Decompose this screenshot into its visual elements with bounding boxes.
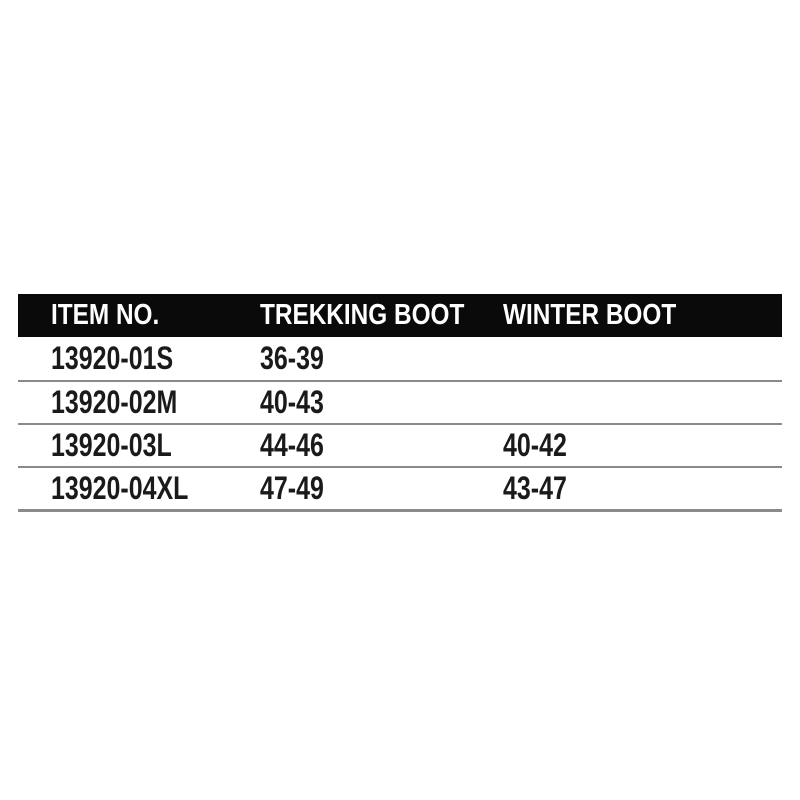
trekking-boot-value: 44-46: [260, 427, 324, 463]
trekking-boot-value: 36-39: [260, 340, 324, 376]
table-row: 13920-01S 36-39: [18, 337, 782, 382]
table-header-row: ITEM NO. TREKKING BOOT WINTER BOOT: [18, 294, 782, 337]
cell-trekking-boot: 36-39: [260, 340, 503, 377]
header-label-item-no: ITEM NO.: [51, 299, 160, 331]
size-chart-table: ITEM NO. TREKKING BOOT WINTER BOOT 13920…: [18, 294, 782, 512]
cell-winter-boot: 40-42: [503, 427, 782, 464]
header-label-trekking-boot: TREKKING BOOT: [260, 299, 465, 331]
cell-item-no: 13920-03L: [18, 427, 260, 464]
cell-winter-boot: 43-47: [503, 470, 782, 507]
header-label-winter-boot: WINTER BOOT: [503, 299, 677, 331]
cell-trekking-boot: 47-49: [260, 470, 503, 507]
header-cell-item-no: ITEM NO.: [18, 299, 260, 332]
cell-winter-boot: [503, 384, 782, 421]
item-no-value: 13920-04XL: [51, 470, 189, 506]
item-no-value: 13920-02M: [51, 384, 178, 420]
cell-item-no: 13920-04XL: [18, 470, 260, 507]
table-row: 13920-02M 40-43: [18, 382, 782, 425]
cell-trekking-boot: 40-43: [260, 384, 503, 421]
trekking-boot-value: 47-49: [260, 470, 324, 506]
item-no-value: 13920-03L: [51, 427, 172, 463]
cell-item-no: 13920-02M: [18, 384, 260, 421]
cell-winter-boot: [503, 340, 782, 377]
table-row: 13920-03L 44-46 40-42: [18, 425, 782, 468]
header-cell-winter-boot: WINTER BOOT: [503, 299, 782, 332]
winter-boot-value: 43-47: [503, 470, 567, 506]
winter-boot-value: 40-42: [503, 427, 567, 463]
header-cell-trekking-boot: TREKKING BOOT: [260, 299, 503, 332]
item-no-value: 13920-01S: [51, 340, 174, 376]
table-row: 13920-04XL 47-49 43-47: [18, 468, 782, 512]
cell-item-no: 13920-01S: [18, 340, 260, 377]
cell-trekking-boot: 44-46: [260, 427, 503, 464]
trekking-boot-value: 40-43: [260, 384, 324, 420]
